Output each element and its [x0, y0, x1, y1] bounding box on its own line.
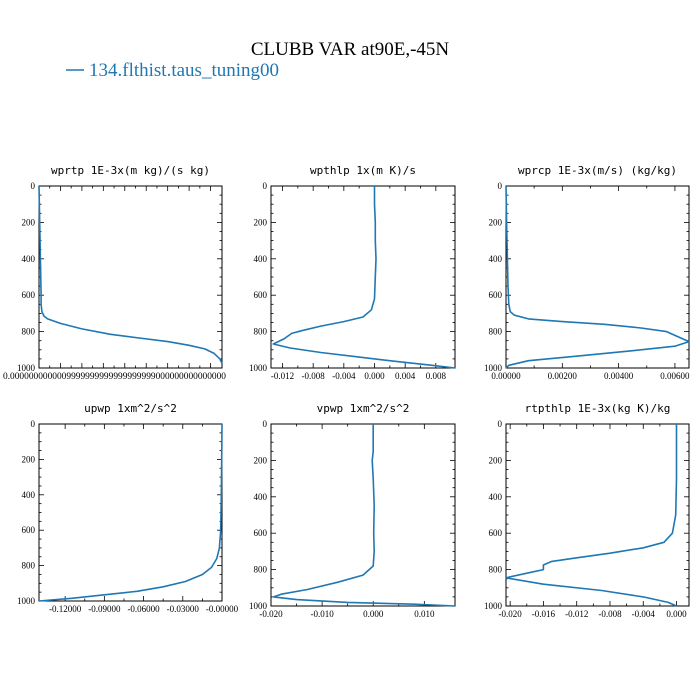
y-tick-label: 400 — [254, 254, 268, 264]
y-tick-label: 200 — [254, 217, 268, 227]
figure-legend: 134.flthist.taus_tuning00 — [66, 60, 279, 81]
panel-title: wprtp 1E-3x(m kg)/(s kg) — [51, 164, 210, 177]
y-tick-label: 400 — [489, 254, 503, 264]
x-tick-label: 0.00000 — [491, 371, 521, 381]
plot-frame — [38, 423, 223, 602]
y-tick-label: 1000 — [17, 596, 36, 606]
panel-3: wprcp 1E-3x(m/s) (kg/kg) 0 200 400 600 800 100… — [484, 164, 690, 381]
panel-2: wpthlp 1x(m K)/s02004006008001000-0.012-… — [249, 164, 456, 381]
y-tick-label: 1000 — [249, 363, 268, 373]
series-line — [272, 186, 456, 369]
y-tick-label: 0 — [498, 181, 503, 191]
y-tick-label: 200 — [22, 217, 36, 227]
panel-title: rtpthlp 1E-3x(kg K)/kg — [525, 402, 671, 415]
x-tick-label: 0.010 — [414, 609, 435, 619]
series-line — [38, 423, 223, 602]
y-tick-label: 0 — [31, 419, 36, 429]
y-tick-label: 400 — [22, 490, 36, 500]
series-line — [272, 424, 456, 607]
x-tick-label: -0.012 — [565, 609, 588, 619]
y-tick-label: 600 — [254, 528, 268, 538]
y-tick-label: 1000 — [17, 363, 36, 373]
y-tick-label: 1000 — [484, 363, 503, 373]
x-tick-label: -0.12000 — [49, 604, 82, 614]
panel-title: wprcp 1E-3x(m/s) (kg/kg) — [518, 164, 677, 177]
y-tick-label: 400 — [22, 254, 36, 264]
y-tick-label: 600 — [22, 525, 36, 535]
x-tick-label: -0.09000 — [88, 604, 121, 614]
x-tick-label: -0.03000 — [167, 604, 200, 614]
y-tick-label: 200 — [22, 454, 36, 464]
panel-6: rtpthlp 1E-3x(kg K)/kg02004006008001000-… — [484, 402, 690, 619]
y-tick-label: 0 — [263, 419, 268, 429]
y-tick-label: 0 — [498, 419, 503, 429]
plot-frame — [270, 185, 456, 369]
x-tick-labels-overlapping: 0.00000000000099999999999999999990000000… — [3, 371, 227, 381]
x-tick-label: -0.00000 — [206, 604, 239, 614]
y-tick-label: 200 — [254, 455, 268, 465]
y-tick-label: 600 — [489, 528, 503, 538]
x-tick-label: -0.010 — [310, 609, 334, 619]
y-tick-label: 800 — [254, 327, 268, 337]
plot-frame — [505, 423, 690, 607]
series-line — [505, 424, 678, 607]
panel-5: vpwp 1xm^2/s^2 0 200 400 600 800 1000-0.020 -0.… — [249, 402, 456, 619]
y-tick-label: 600 — [489, 290, 503, 300]
x-tick-label: 0.00400 — [604, 371, 634, 381]
figure-title: CLUBB VAR at90E,-45N — [251, 39, 450, 60]
x-tick-label: 0.000 — [364, 371, 385, 381]
x-tick-label: 0.000 — [666, 609, 687, 619]
plot-frame — [38, 185, 223, 369]
x-tick-label: 0.00200 — [548, 371, 578, 381]
x-tick-label: 0.00600 — [660, 371, 690, 381]
y-tick-label: 0 — [31, 181, 36, 191]
x-tick-label: -0.008 — [598, 609, 622, 619]
y-tick-label: 200 — [489, 217, 503, 227]
x-tick-label: -0.012 — [271, 371, 294, 381]
panel-1: wprtp 1E-3x(m kg)/(s kg) 0 200 400 600 800 100… — [3, 164, 227, 381]
y-tick-label: 1000 — [249, 601, 268, 611]
panel-title: vpwp 1xm^2/s^2 — [317, 402, 410, 415]
y-tick-label: 1000 — [484, 601, 503, 611]
panel-title: upwp 1xm^2/s^2 — [84, 402, 177, 415]
x-tick-label: -0.020 — [259, 609, 283, 619]
y-tick-label: 800 — [22, 327, 36, 337]
panel-4: upwp 1xm^2/s^202004006008001000-0.12000-… — [17, 402, 239, 614]
y-tick-label: 0 — [263, 181, 268, 191]
x-tick-label: -0.008 — [302, 371, 326, 381]
plot-frame — [270, 423, 456, 607]
series-line — [505, 185, 690, 369]
y-tick-label: 800 — [254, 565, 268, 575]
panel-title: wpthlp 1x(m K)/s — [310, 164, 416, 177]
x-tick-label: -0.004 — [332, 371, 356, 381]
y-tick-label: 600 — [22, 290, 36, 300]
x-tick-label: 0.004 — [395, 371, 416, 381]
y-tick-label: 600 — [254, 290, 268, 300]
x-tick-label: -0.016 — [532, 609, 556, 619]
y-tick-label: 400 — [489, 492, 503, 502]
x-tick-label: -0.06000 — [127, 604, 160, 614]
x-tick-label: 0.000 — [363, 609, 384, 619]
x-tick-label: 0.008 — [426, 371, 447, 381]
x-tick-label: -0.004 — [632, 609, 656, 619]
y-tick-label: 800 — [489, 565, 503, 575]
plot-frame — [505, 185, 690, 369]
legend-label: 134.flthist.taus_tuning00 — [89, 60, 279, 81]
y-tick-label: 400 — [254, 492, 268, 502]
x-tick-label: -0.020 — [499, 609, 523, 619]
series-line — [38, 185, 223, 364]
y-tick-label: 800 — [22, 561, 36, 571]
y-tick-label: 800 — [489, 327, 503, 337]
panels: wprtp 1E-3x(m kg)/(s kg) 0 200 400 600 800 100… — [3, 164, 690, 619]
y-tick-label: 200 — [489, 455, 503, 465]
